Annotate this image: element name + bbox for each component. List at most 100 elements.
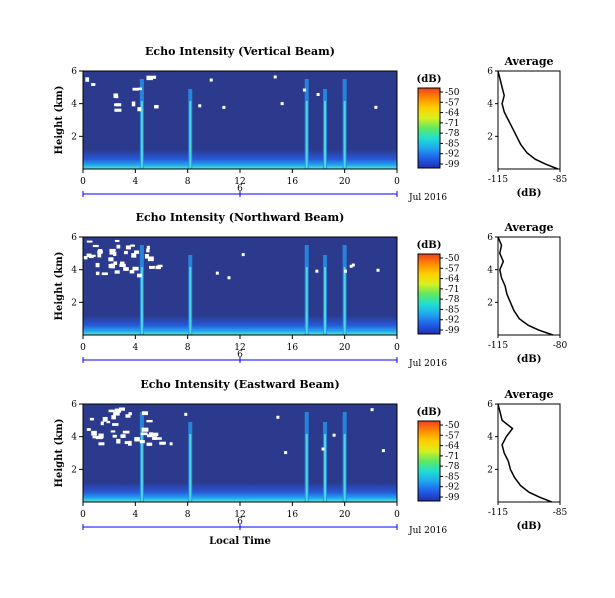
date-label: Jul 2016 [408,526,447,536]
y-tick-label: 6 [71,400,77,410]
chart-title: Echo Intensity (Eastward Beam) [140,378,339,391]
profile-y-tick-label: 6 [487,67,493,77]
y-tick-label: 6 [71,233,77,243]
missing-data-cell [152,75,157,79]
missing-data-cell [154,104,159,109]
missing-data-cell [130,244,136,247]
colorbar-unit-label: (dB) [417,74,442,85]
colorbar-unit-label: (dB) [417,407,442,418]
missing-data-cell [116,438,121,444]
missing-data-cell [122,430,130,434]
y-tick-label: 6 [71,67,77,77]
missing-data-cell [100,421,104,426]
missing-data-cell [241,253,245,257]
echo-column-core [305,267,308,335]
missing-data-cell [106,420,111,424]
missing-data-cell [276,415,280,419]
x-tick-label: 20 [339,177,351,187]
missing-data-cell [112,423,119,426]
colorbar-tick-label: -99 [445,160,460,170]
x-tick-label: 0 [394,510,400,520]
missing-data-cell [159,442,166,445]
missing-data-cell [97,250,103,254]
echo-column-core [324,101,327,169]
missing-data-cell [86,240,93,243]
missing-data-cell [137,273,142,278]
profile-x-tick-label: -115 [488,175,508,185]
missing-data-cell [102,416,108,422]
x-tick-label: 4 [132,343,138,353]
missing-data-cell [152,436,157,440]
missing-data-cell [316,93,320,97]
colorbar-tick-label: -50 [445,254,460,264]
profile-y-tick-label: 2 [487,298,493,308]
missing-data-cell [88,256,94,259]
missing-data-cell [125,414,131,418]
missing-data-cell [87,428,91,431]
y-tick-label: 2 [71,132,77,142]
missing-data-cell [222,105,226,109]
x-tick-label: 12 [234,510,245,520]
profile-title: Average [503,55,553,68]
chart-panel-2: Echo Intensity (Northward Beam) 6 4 2 Height… [54,211,568,369]
missing-data-cell [114,408,122,413]
missing-data-cell [227,276,231,280]
colorbar-tick-label: -50 [445,421,460,431]
heatmap-field [83,237,397,335]
missing-data-cell [198,104,202,108]
date-axis-label: 6 [237,517,243,527]
chart-title: Echo Intensity (Northward Beam) [136,211,345,224]
missing-data-cell [124,441,130,445]
echo-column-core [305,101,308,169]
colorbar [417,420,441,502]
missing-data-cell [302,88,306,92]
profile-x-label: (dB) [517,521,542,532]
x-tick-label: 0 [80,177,86,187]
missing-data-cell [370,408,374,412]
missing-data-cell [146,248,150,253]
missing-data-cell [184,412,188,416]
missing-data-cell [108,263,115,269]
missing-data-cell [140,432,148,436]
missing-data-cell [116,244,121,249]
colorbar [417,87,441,169]
x-axis-label: Local Time [209,536,271,547]
colorbar-tick-label: -50 [445,88,460,98]
colorbar-tick-label: -64 [445,275,460,285]
profile-x-label: (dB) [517,354,542,365]
missing-data-cell [123,267,129,271]
missing-data-cell [157,264,163,268]
date-label: Jul 2016 [408,193,447,203]
missing-data-cell [83,256,88,260]
missing-data-cell [284,451,288,455]
y-axis-label: Height (km) [54,252,65,321]
colorbar-unit-label: (dB) [417,240,442,251]
profile-x-label: (dB) [517,188,542,199]
missing-data-cell [108,409,115,413]
profile-y-tick-label: 4 [487,433,493,443]
profile-x-tick-label: -80 [553,341,568,351]
heatmap-field [83,71,397,169]
x-tick-label: 16 [287,177,299,187]
colorbar-tick-label: -78 [445,295,460,305]
echo-column-core [140,267,143,335]
x-tick-label: 16 [287,343,299,353]
missing-data-cell [374,105,378,109]
missing-data-cell [138,87,142,91]
missing-data-cell [349,264,353,268]
missing-data-cell [351,263,355,267]
profile-title: Average [503,388,553,401]
missing-data-cell [91,430,97,436]
y-tick-label: 2 [71,298,77,308]
missing-data-cell [146,419,153,423]
y-tick-label: 4 [71,433,77,443]
missing-data-cell [134,250,140,254]
echo-column-core [189,267,192,335]
missing-data-cell [119,263,126,267]
missing-data-cell [125,245,131,250]
missing-data-cell [134,437,140,442]
missing-data-cell [132,266,139,271]
missing-data-cell [113,261,118,266]
profile-x-tick-label: -115 [488,508,508,518]
y-tick-label: 2 [71,465,77,475]
